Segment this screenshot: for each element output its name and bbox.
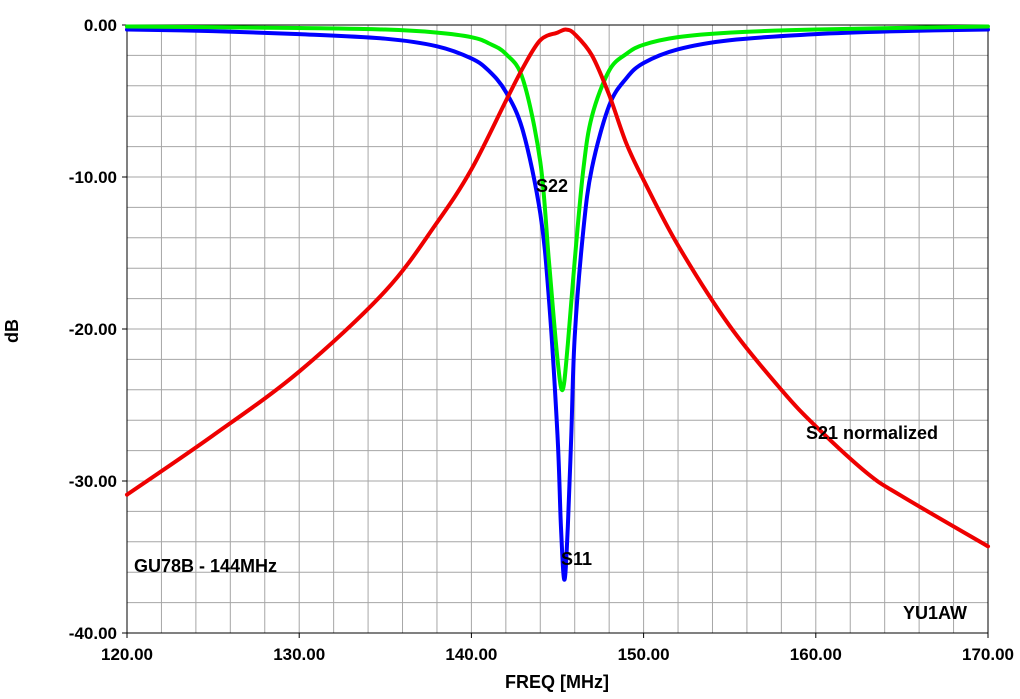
series-line-s21-normalized — [125, 27, 990, 549]
y-tick-label: -20.00 — [69, 320, 117, 339]
x-tick-label: 160.00 — [790, 645, 842, 664]
series-group — [125, 24, 990, 582]
x-axis-label: FREQ [MHz] — [505, 672, 609, 692]
x-axis-ticks: 120.00 130.00 140.00 150.00 160.00 170.00 — [101, 633, 1014, 664]
series-line-s22 — [125, 24, 990, 393]
y-tick-label: -30.00 — [69, 472, 117, 491]
s21-label: S21 normalized — [806, 423, 938, 443]
y-tick-label: 0.00 — [84, 16, 117, 35]
s11-label: S11 — [561, 549, 592, 569]
plot-grid — [127, 25, 988, 633]
x-tick-label: 150.00 — [618, 645, 670, 664]
x-tick-label: 140.00 — [445, 645, 497, 664]
device-label: GU78B - 144MHz — [134, 556, 277, 576]
x-tick-label: 170.00 — [962, 645, 1014, 664]
s22-label: S22 — [536, 176, 568, 196]
y-axis-ticks: 0.00 -10.00 -20.00 -30.00 -40.00 — [69, 16, 127, 643]
author-label: YU1AW — [903, 603, 967, 623]
x-tick-label: 120.00 — [101, 645, 153, 664]
y-tick-label: -40.00 — [69, 624, 117, 643]
y-axis-label: dB — [2, 319, 22, 343]
y-tick-label: -10.00 — [69, 168, 117, 187]
x-tick-label: 130.00 — [273, 645, 325, 664]
series-line-s11 — [125, 27, 990, 582]
